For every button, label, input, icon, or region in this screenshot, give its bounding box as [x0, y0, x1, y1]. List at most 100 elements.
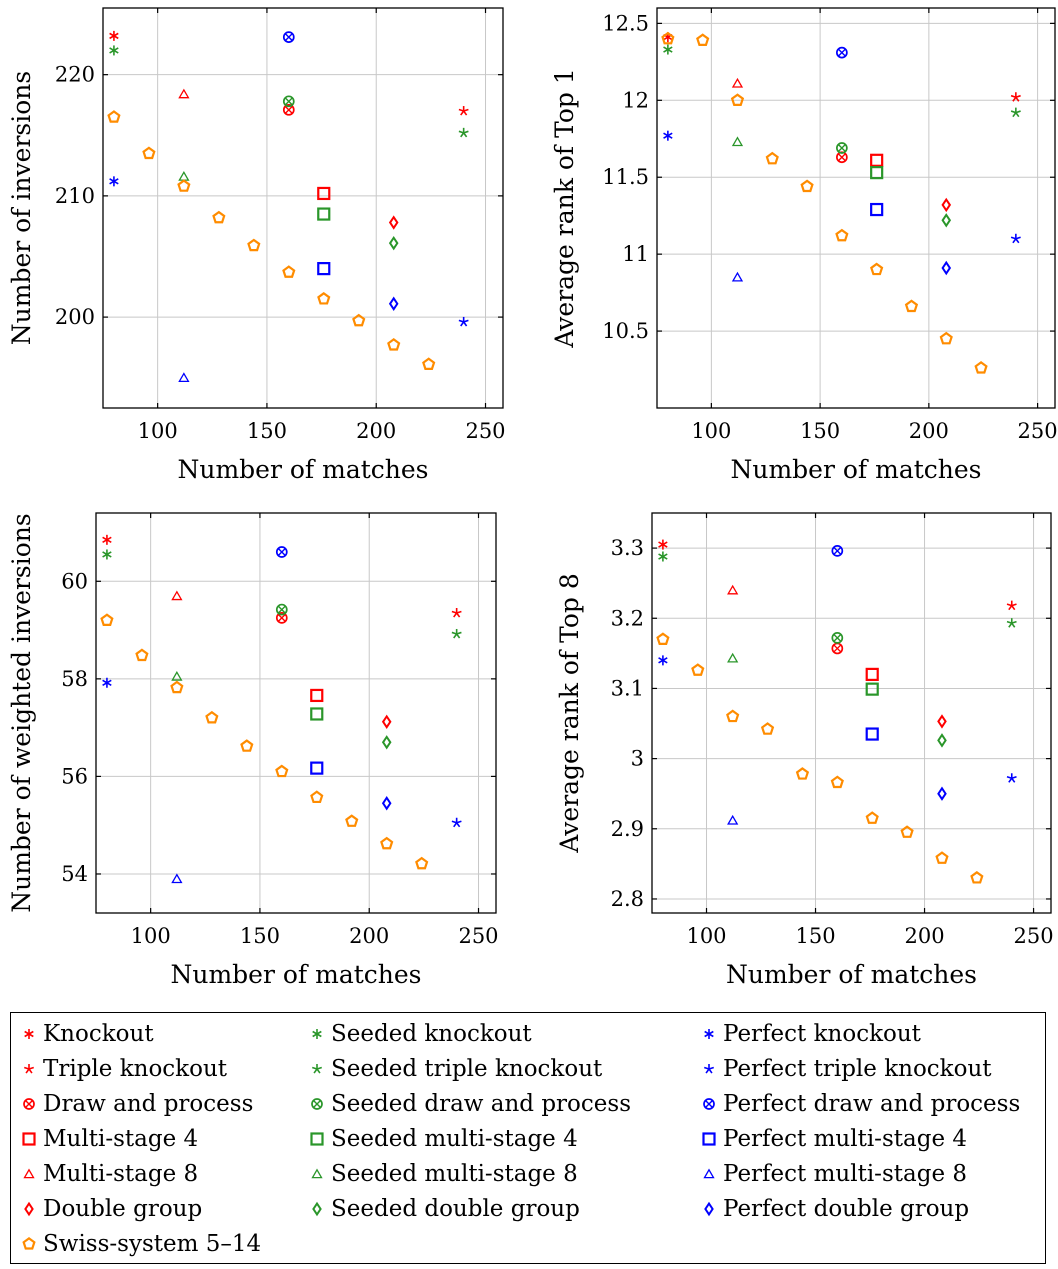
- y-axis-label: Number of weighted inversions: [7, 513, 36, 913]
- point-seeded-multi-stage-4: [310, 707, 324, 721]
- series-seeded-draw-and-process: [836, 142, 848, 154]
- legend-marker-triangle-icon: [703, 1168, 715, 1179]
- point-swiss-system-5-14: [317, 291, 331, 305]
- legend-marker-star-icon: [23, 1064, 35, 1074]
- point-multi-stage-4: [317, 186, 331, 201]
- y-tick-label: 56: [61, 764, 88, 788]
- x-tick-label: 250: [458, 924, 498, 948]
- y-tick-label: 2.9: [611, 817, 644, 841]
- point-swiss-system-5-14: [345, 814, 359, 827]
- y-tick-label: 54: [61, 862, 88, 886]
- legend-item-seeded-triple-knockout: Seeded triple knockout: [307, 1052, 602, 1086]
- series-knockout: [658, 539, 668, 550]
- series-seeded-multi-stage-8: [171, 670, 183, 681]
- point-seeded-draw-and-process: [836, 142, 848, 154]
- point-draw-and-process: [282, 103, 295, 116]
- point-swiss-system-5-14: [939, 331, 953, 345]
- point-seeded-multi-stage-8: [727, 652, 739, 663]
- point-perfect-draw-and-process: [282, 31, 295, 43]
- point-seeded-multi-stage-4: [870, 166, 884, 180]
- point-swiss-system-5-14: [900, 825, 914, 838]
- point-swiss-system-5-14: [830, 775, 844, 789]
- point-perfect-draw-and-process: [836, 46, 848, 59]
- legend-label: Multi-stage 4: [43, 1126, 199, 1152]
- series-seeded-multi-stage-4: [865, 682, 879, 696]
- x-tick-label: 250: [465, 419, 505, 443]
- point-perfect-draw-and-process: [275, 546, 288, 558]
- series-knockout: [109, 30, 119, 41]
- legend-marker-triangle-icon: [311, 1168, 323, 1179]
- legend-label: Seeded double group: [331, 1196, 580, 1222]
- series-seeded-double-group: [381, 735, 392, 750]
- point-swiss-system-5-14: [415, 856, 429, 870]
- axes-frame: [95, 512, 497, 914]
- point-triple-knockout: [1010, 92, 1021, 102]
- series-seeded-triple-knockout: [1006, 618, 1017, 628]
- point-double-group: [937, 714, 947, 729]
- point-triple-knockout: [451, 608, 462, 618]
- series-seeded-multi-stage-4: [870, 166, 884, 180]
- point-perfect-triple-knockout: [1010, 233, 1021, 244]
- point-swiss-system-5-14: [310, 790, 324, 804]
- point-perfect-multi-stage-8: [171, 873, 183, 884]
- point-swiss-system-5-14: [904, 299, 919, 313]
- series-seeded-multi-stage-4: [310, 707, 324, 721]
- series-perfect-draw-and-process: [275, 546, 288, 558]
- point-swiss-system-5-14: [661, 31, 675, 45]
- series-perfect-triple-knockout: [1006, 773, 1017, 783]
- y-tick-label: 220: [55, 63, 95, 87]
- point-seeded-knockout: [663, 44, 673, 55]
- point-swiss-system-5-14: [177, 179, 191, 192]
- legend-label: Seeded draw and process: [331, 1091, 631, 1117]
- series-seeded-triple-knockout: [1010, 107, 1021, 118]
- point-seeded-multi-stage-4: [317, 207, 331, 221]
- legend-label: Seeded triple knockout: [331, 1056, 603, 1082]
- series-triple-knockout: [451, 608, 462, 618]
- series-perfect-double-group: [937, 786, 947, 801]
- legend-marker-diamond-icon: [704, 1201, 714, 1217]
- legend-item-seeded-double-group: Seeded double group: [307, 1192, 580, 1226]
- point-seeded-knockout: [109, 45, 119, 56]
- axes-frame: [656, 7, 1056, 409]
- x-axis-label: Number of matches: [177, 455, 428, 484]
- y-tick-label: 3.3: [611, 536, 644, 560]
- point-seeded-triple-knockout: [451, 628, 462, 639]
- series-multi-stage-4: [317, 186, 331, 201]
- point-swiss-system-5-14: [865, 811, 879, 824]
- legend-label: Triple knockout: [43, 1056, 228, 1082]
- series-draw-and-process: [275, 612, 288, 624]
- series-multi-stage-8: [178, 88, 190, 99]
- axes-frame: [651, 512, 1052, 914]
- point-seeded-draw-and-process: [831, 632, 844, 644]
- point-perfect-multi-stage-4: [865, 727, 879, 741]
- series-perfect-triple-knockout: [458, 316, 469, 327]
- x-tick-label: 250: [1014, 924, 1054, 948]
- grid: [96, 513, 496, 913]
- legend-label: Seeded knockout: [331, 1021, 532, 1047]
- series-triple-knockout: [1006, 600, 1017, 611]
- series-perfect-draw-and-process: [836, 46, 848, 59]
- series-multi-stage-8: [171, 590, 183, 601]
- point-seeded-triple-knockout: [1006, 618, 1017, 628]
- legend-marker-square-icon: [22, 1132, 36, 1146]
- series-seeded-knockout: [663, 44, 673, 55]
- point-perfect-triple-knockout: [458, 316, 469, 327]
- point-seeded-double-group: [941, 213, 952, 228]
- x-tick-label: 150: [247, 419, 287, 443]
- x-tick-label: 100: [686, 924, 726, 948]
- point-triple-knockout: [1006, 600, 1017, 611]
- point-swiss-system-5-14: [240, 739, 254, 752]
- point-seeded-knockout: [102, 549, 112, 560]
- point-perfect-knockout: [663, 130, 673, 141]
- y-axis-label: Number of inversions: [7, 71, 36, 345]
- point-swiss-system-5-14: [835, 228, 849, 242]
- legend-label: Perfect triple knockout: [723, 1056, 992, 1082]
- point-swiss-system-5-14: [352, 313, 366, 327]
- legend-item-seeded-multi-stage-8: Seeded multi-stage 8: [307, 1157, 578, 1191]
- point-seeded-multi-stage-8: [731, 136, 744, 147]
- x-tick-label: 100: [131, 924, 171, 948]
- legend-label: Double group: [43, 1196, 203, 1222]
- point-triple-knockout: [458, 106, 469, 116]
- y-tick-label: 12: [622, 88, 649, 112]
- point-seeded-multi-stage-8: [178, 171, 190, 181]
